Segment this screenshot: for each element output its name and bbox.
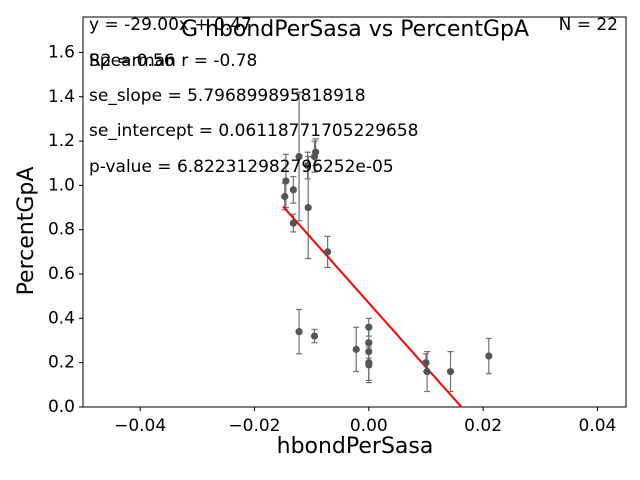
y-tick-label: 0.4 xyxy=(48,308,75,328)
y-tick-label: 1.0 xyxy=(48,175,75,195)
regression-line xyxy=(282,205,463,408)
slope-standard-error: se_slope = 5.796899895818918 xyxy=(89,86,366,106)
data-point xyxy=(324,248,332,256)
data-point xyxy=(304,161,312,170)
data-point xyxy=(289,186,297,194)
chart-title: G hbondPerSasa vs PercentGpA xyxy=(181,17,529,42)
data-point xyxy=(352,345,360,353)
data-point xyxy=(423,367,431,376)
y-tick-label: 1.6 xyxy=(48,42,75,62)
x-tick-label: −0.04 xyxy=(114,416,166,436)
x-tick-label: 0.00 xyxy=(350,416,388,436)
data-point xyxy=(310,332,319,340)
data-point xyxy=(422,359,430,367)
x-tick-label: −0.02 xyxy=(228,416,280,436)
y-tick-label: 1.4 xyxy=(48,87,75,107)
data-point xyxy=(289,219,297,227)
data-point xyxy=(295,153,303,161)
y-tick-label: 0.0 xyxy=(48,397,75,417)
y-axis-label: PercentGpA xyxy=(14,167,39,296)
x-axis: −0.04 −0.02 0.00 0.02 0.04 xyxy=(114,407,616,436)
data-point xyxy=(446,367,455,376)
y-tick-label: 1.2 xyxy=(48,131,75,151)
plot-area xyxy=(82,16,627,408)
spearman-r: Spearman r = -0.78 xyxy=(89,51,257,71)
data-point xyxy=(485,352,493,360)
data-point xyxy=(365,339,373,347)
y-tick-label: 0.8 xyxy=(48,220,75,240)
sample-count: N = 22 xyxy=(559,15,618,35)
x-axis-label: hbondPerSasa xyxy=(277,434,434,459)
data-points xyxy=(281,148,493,376)
y-tick-label: 0.2 xyxy=(48,353,75,373)
p-value: p-value = 6.822312982796252e-05 xyxy=(89,157,394,177)
data-point xyxy=(365,348,373,356)
data-point xyxy=(312,148,320,156)
y-axis: 0.0 0.2 0.4 0.6 0.8 1.0 1.2 1.4 1.6 xyxy=(48,42,83,417)
data-point xyxy=(365,323,373,331)
data-point xyxy=(365,361,373,369)
data-point xyxy=(304,203,312,212)
r-squared: R2 = 0.56 xyxy=(89,51,175,71)
data-point xyxy=(295,328,303,336)
regression-equation: y = -29.00x + 0.47 xyxy=(89,15,252,35)
x-tick-label: 0.04 xyxy=(578,416,616,436)
data-point xyxy=(281,192,289,201)
y-tick-label: 0.6 xyxy=(48,264,75,284)
intercept-standard-error: se_intercept = 0.06118771705229658 xyxy=(89,121,418,141)
x-tick-label: 0.02 xyxy=(464,416,502,436)
data-point xyxy=(282,177,290,185)
